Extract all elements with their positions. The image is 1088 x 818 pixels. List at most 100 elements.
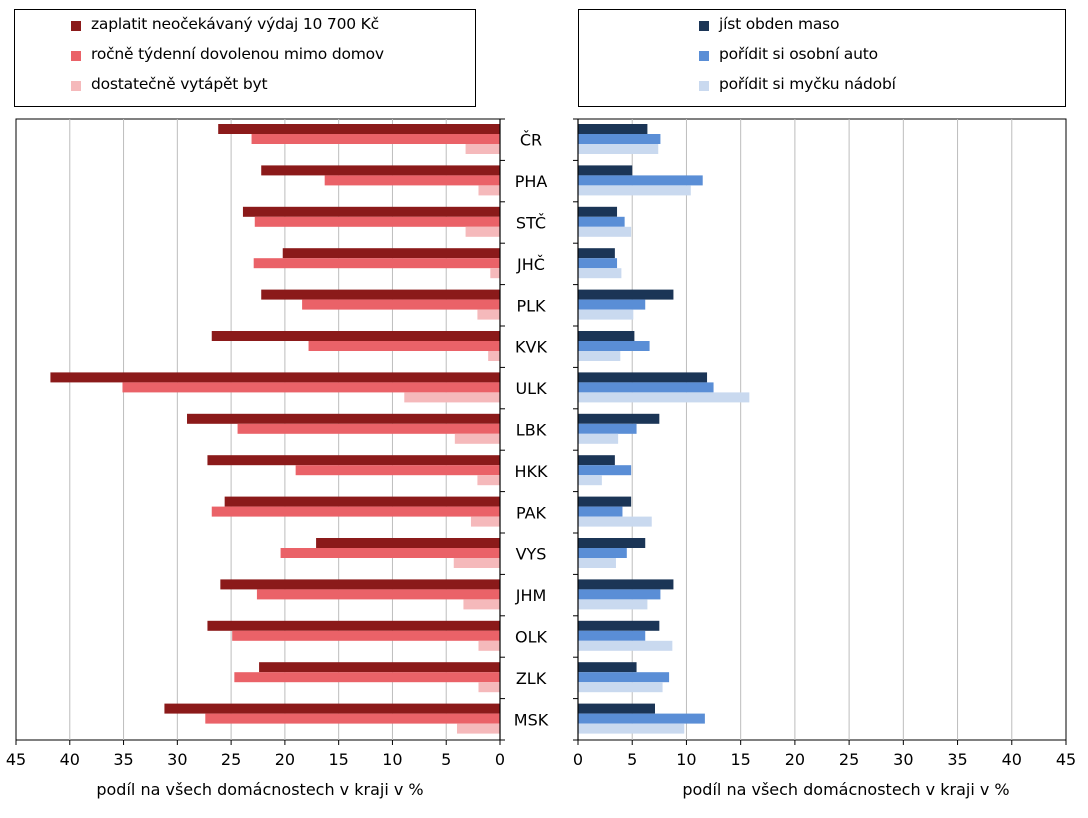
x-tick-label: 5: [627, 750, 637, 769]
bar: [253, 258, 500, 269]
bar: [295, 465, 500, 476]
bar: [578, 341, 650, 351]
bar: [454, 433, 500, 444]
x-tick-label: 0: [495, 750, 505, 769]
bar: [578, 268, 622, 279]
x-tick-label: 15: [328, 750, 348, 769]
legend-label: pořídit si myčku nádobí: [719, 75, 896, 93]
bar: [578, 620, 660, 631]
bar: [578, 713, 705, 724]
x-tick-label: 35: [113, 750, 133, 769]
x-tick-label: 0: [573, 750, 583, 769]
legend-swatch: [71, 81, 81, 91]
legend-swatch: [71, 21, 81, 31]
x-axis-title: podíl na všech domácnostech v kraji v %: [682, 780, 1009, 799]
bar: [578, 455, 615, 466]
bar: [211, 506, 501, 517]
bar: [578, 351, 621, 361]
bar: [224, 496, 500, 507]
x-tick-label: 20: [275, 750, 295, 769]
bar: [578, 423, 637, 434]
x-tick-label: 40: [1002, 750, 1022, 769]
x-tick-label: 10: [676, 750, 696, 769]
category-label: PAK: [516, 503, 547, 522]
category-label: JHM: [515, 586, 547, 605]
bar: [478, 640, 500, 651]
bar: [578, 558, 616, 568]
x-tick-label: 30: [893, 750, 913, 769]
bar: [207, 455, 500, 466]
category-label: STČ: [516, 214, 546, 233]
bar: [470, 516, 500, 527]
bar: [578, 640, 673, 651]
bar: [324, 175, 500, 186]
bar: [478, 682, 500, 693]
x-tick-label: 35: [947, 750, 967, 769]
legend-swatch: [699, 51, 709, 61]
bar: [232, 630, 501, 641]
x-tick-label: 45: [1056, 750, 1076, 769]
bar: [478, 185, 500, 196]
left-legend: zaplatit neočekávaný výdaj 10 700 Kč roč…: [14, 9, 476, 107]
right-plot-area: 0 5 10 15 20 25 30 35 40 45 podíl na všech domácno…: [573, 118, 1076, 799]
bar: [578, 516, 652, 527]
category-label: JHČ: [516, 255, 545, 274]
category-label: ZLK: [516, 669, 547, 688]
bar: [578, 672, 670, 683]
category-label: ČR: [520, 131, 542, 150]
bar: [578, 433, 619, 444]
bar: [282, 248, 500, 259]
left-plot-area: 45 40 35 30 25 20 15 10 5 0 podíl na všech domácno…: [6, 118, 505, 799]
category-label: OLK: [515, 628, 548, 647]
legend-label: dostatečně vytápět byt: [91, 75, 268, 93]
bar: [578, 258, 618, 269]
bar: [578, 662, 637, 673]
bar: [256, 589, 500, 600]
bar: [477, 475, 500, 486]
bar: [205, 713, 500, 724]
bar: [578, 144, 659, 154]
x-tick-label: 25: [221, 750, 241, 769]
x-tick-label: 15: [730, 750, 750, 769]
bar: [578, 226, 632, 237]
legend-label: jíst obden maso: [719, 15, 840, 33]
bar: [578, 630, 646, 641]
bar: [578, 216, 625, 227]
bar: [578, 496, 632, 507]
bar: [578, 599, 648, 610]
category-label: VYS: [516, 545, 547, 564]
bar: [404, 392, 500, 403]
bar: [578, 382, 714, 393]
bar: [463, 599, 500, 610]
bar: [308, 341, 500, 351]
right-legend: jíst obden maso pořídit si osobní auto p…: [578, 9, 1066, 107]
bar: [578, 206, 618, 217]
x-tick-label: 10: [382, 750, 402, 769]
bar: [578, 413, 660, 424]
bar: [578, 248, 615, 259]
bar: [261, 289, 500, 300]
bar: [50, 372, 500, 383]
x-tick-label: 45: [6, 750, 26, 769]
legend-label: pořídit si osobní auto: [719, 45, 878, 63]
bar: [465, 226, 500, 237]
bar: [477, 309, 500, 320]
bar: [578, 548, 627, 558]
bar: [207, 620, 500, 631]
bar: [578, 682, 663, 693]
bar: [578, 703, 655, 714]
bar: [242, 206, 501, 217]
bar: [456, 723, 500, 734]
plot-frame: [577, 118, 1067, 741]
category-label: PHA: [515, 172, 548, 191]
x-tick-label: 40: [60, 750, 80, 769]
legend-swatch: [699, 81, 709, 91]
bar: [280, 548, 500, 558]
category-label: ULK: [515, 379, 547, 398]
bar: [578, 392, 750, 403]
x-tick-label: 30: [167, 750, 187, 769]
category-labels: ČR PHA STČ JHČ PLK KVK ULK LBK HKK PAK VYS JHM OLK ZL…: [514, 131, 549, 730]
bar: [578, 124, 648, 134]
legend-swatch: [699, 21, 709, 31]
bar: [251, 134, 500, 144]
